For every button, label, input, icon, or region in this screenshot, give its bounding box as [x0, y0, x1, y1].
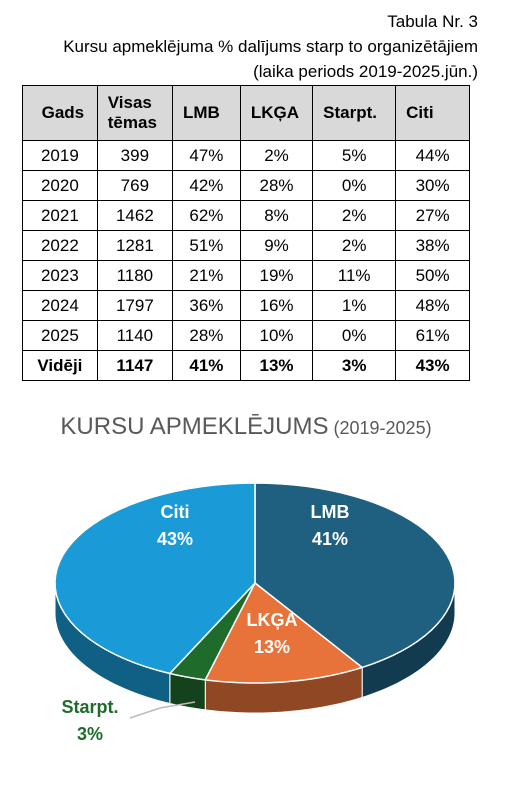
slice-label: Citi: [161, 502, 190, 522]
table-cell: 2%: [312, 200, 397, 231]
column-header: Citi: [395, 85, 470, 141]
table-cell: 1140: [96, 320, 173, 351]
table-cell: 2020: [22, 170, 98, 201]
table-cell: 5%: [312, 140, 397, 171]
table-cell: 8%: [239, 200, 314, 231]
table-cell: 41%: [171, 350, 241, 381]
table-cell: 0%: [312, 170, 397, 201]
table-row: 2019 399 47% 2% 5% 44%: [22, 140, 470, 171]
slice: [204, 581, 364, 684]
table-cell: 2019: [22, 140, 98, 171]
table-row: Vidēji 1147 41% 13% 3% 43%: [22, 350, 470, 381]
leader-line: [129, 701, 196, 719]
table-cell: 62%: [171, 200, 241, 231]
table-cell: 3%: [312, 350, 397, 381]
table-cell: 51%: [171, 230, 241, 261]
table-cell: 2021: [22, 200, 98, 231]
table-row: 2021 1462 62% 8% 2% 27%: [22, 200, 470, 231]
table-cell: 2%: [239, 140, 314, 171]
table-row: 2023 1180 21% 19% 11% 50%: [22, 260, 470, 291]
table-cell: 28%: [239, 170, 314, 201]
table-cell: 2%: [312, 230, 397, 261]
table-cell: 1180: [96, 260, 173, 291]
table-cell: 50%: [395, 260, 470, 291]
slice: [54, 482, 256, 675]
table-cell: 1797: [96, 290, 173, 321]
table-cell: 1462: [96, 200, 173, 231]
table-cell: 11%: [312, 260, 397, 291]
chart-title-main: KURSU APMEKLĒJUMS: [60, 413, 328, 440]
table-cell: 399: [96, 140, 173, 171]
table-number: Tabula Nr. 3: [387, 12, 478, 31]
table-cell: 28%: [171, 320, 241, 351]
pie-chart: KURSU APMEKLĒJUMS (2019-2025) LMB 41% LKĢA 13…: [54, 413, 456, 744]
table-cell: Vidēji: [22, 350, 98, 381]
table-cell: 0%: [312, 320, 397, 351]
table-period: (laika periods 2019-2025.jūn.): [253, 62, 478, 81]
table-cell: 2023: [22, 260, 98, 291]
table-cell: 1%: [312, 290, 397, 321]
table-cell: 2025: [22, 320, 98, 351]
table-caption: Kursu apmeklējuma % dalījums starp to or…: [63, 37, 478, 56]
column-header: Gads: [22, 85, 98, 141]
table-cell: 769: [96, 170, 173, 201]
chart-subtitle: (2019-2025): [334, 418, 432, 438]
table-cell: 1147: [96, 350, 173, 381]
table-cell: 19%: [239, 260, 314, 291]
table-cell: 42%: [171, 170, 241, 201]
slice: [168, 582, 256, 681]
table-cell: 9%: [239, 230, 314, 261]
slice-label: Starpt.: [61, 697, 118, 717]
table-row: 2020 769 42% 28% 0% 30%: [22, 170, 470, 201]
chart-title: KURSU APMEKLĒJUMS (2019-2025): [60, 413, 431, 440]
table-cell: 13%: [239, 350, 314, 381]
table-cell: 44%: [395, 140, 470, 171]
table-cell: 2024: [22, 290, 98, 321]
slice-value-label: 43%: [157, 529, 193, 549]
table-cell: 36%: [171, 290, 241, 321]
slice: [254, 482, 456, 669]
table-row: 2025 1140 28% 10% 0% 61%: [22, 320, 470, 351]
table-cell: 61%: [395, 320, 470, 351]
column-header: LMB: [171, 85, 241, 141]
slice-value-label: 41%: [312, 529, 348, 549]
table-cell: 27%: [395, 200, 470, 231]
column-header: Starpt.: [312, 85, 397, 141]
table-cell: 2022: [22, 230, 98, 261]
table-cell: 16%: [239, 290, 314, 321]
table-cell: 1281: [96, 230, 173, 261]
column-header: LKĢA: [239, 85, 314, 141]
slice-label: LKĢA: [247, 610, 298, 630]
table-cell: 10%: [239, 320, 314, 351]
table-cell: 43%: [395, 350, 470, 381]
column-header: Visas tēmas: [96, 85, 173, 141]
table-cell: 21%: [171, 260, 241, 291]
table-cell: 48%: [395, 290, 470, 321]
table-row: 2022 1281 51% 9% 2% 38%: [22, 230, 470, 261]
table-cell: 38%: [395, 230, 470, 261]
slice-value-label: 13%: [254, 637, 290, 657]
slice-value-label: 3%: [77, 724, 103, 744]
table-cell: 30%: [395, 170, 470, 201]
data-table: Gads Visas tēmas LMB LKĢA Starpt. Citi 2019 399…: [22, 85, 470, 381]
table-cell: 47%: [171, 140, 241, 171]
table-row: 2024 1797 36% 16% 1% 48%: [22, 290, 470, 321]
slice-label: LMB: [311, 502, 350, 522]
